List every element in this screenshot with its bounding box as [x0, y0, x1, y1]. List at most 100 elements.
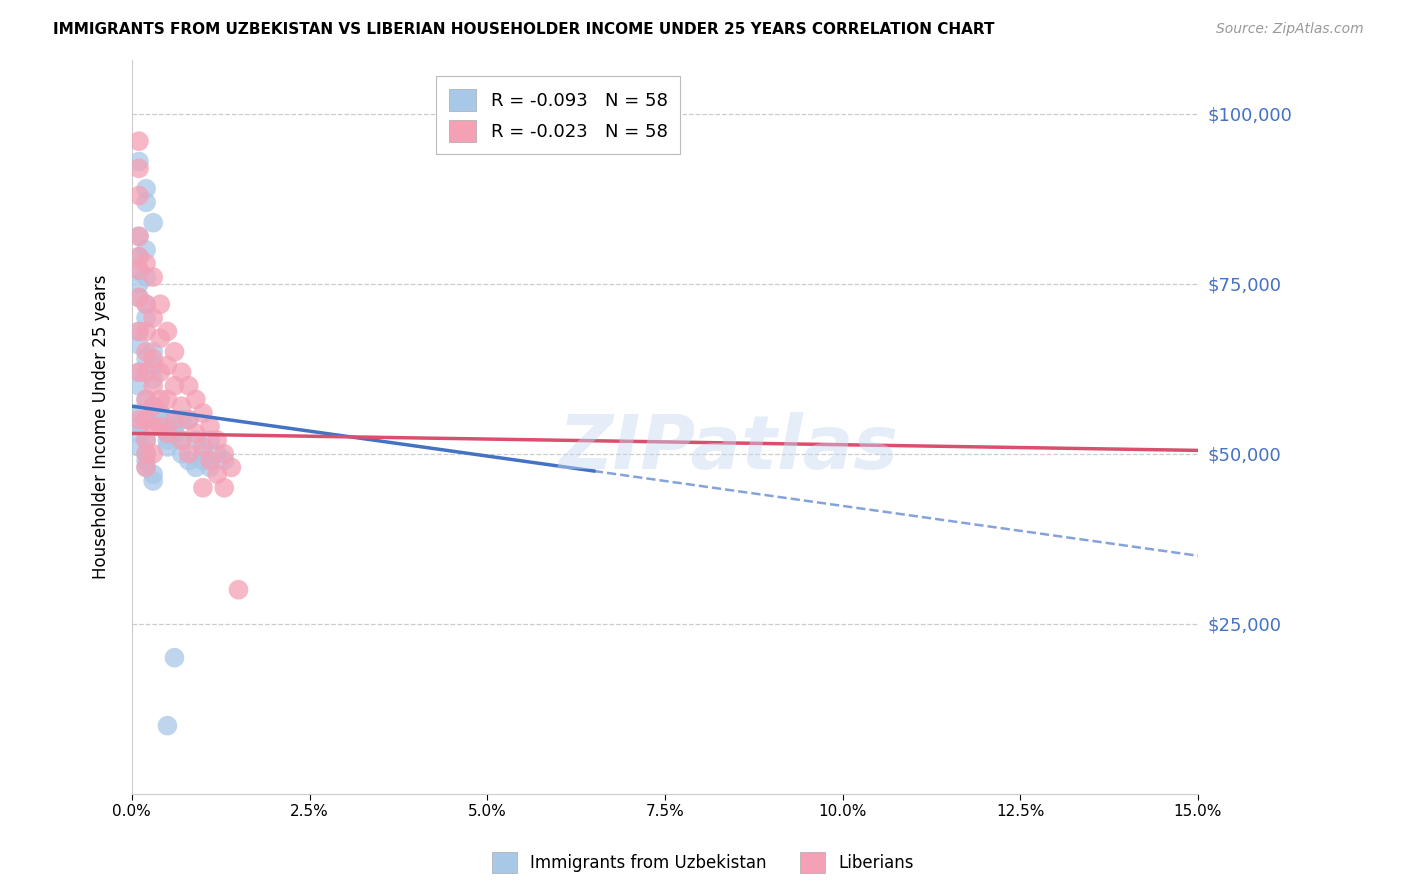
Point: [184, 426, 207, 441]
Point: [177, 447, 200, 461]
Point: [135, 344, 157, 359]
Point: [142, 419, 165, 434]
Point: [212, 453, 235, 467]
Point: [170, 413, 193, 427]
Point: [170, 433, 193, 447]
Point: [128, 325, 150, 339]
Point: [198, 419, 221, 434]
Point: [128, 419, 150, 434]
Point: [191, 453, 214, 467]
Point: [228, 582, 250, 597]
Point: [135, 310, 157, 325]
Point: [142, 399, 165, 413]
Point: [156, 359, 179, 373]
Point: [163, 650, 186, 665]
Point: [198, 433, 221, 447]
Point: [191, 440, 214, 454]
Point: [135, 460, 157, 475]
Point: [142, 359, 165, 373]
Point: [177, 453, 200, 467]
Point: [177, 413, 200, 427]
Point: [128, 290, 150, 304]
Point: [128, 134, 150, 148]
Y-axis label: Householder Income Under 25 years: Householder Income Under 25 years: [93, 275, 110, 579]
Point: [135, 392, 157, 407]
Point: [135, 256, 157, 270]
Point: [128, 263, 150, 277]
Point: [128, 250, 150, 264]
Point: [142, 344, 165, 359]
Point: [163, 344, 186, 359]
Point: [142, 399, 165, 413]
Point: [142, 216, 165, 230]
Point: [135, 413, 157, 427]
Point: [128, 365, 150, 379]
Point: [128, 188, 150, 202]
Point: [149, 365, 172, 379]
Text: Source: ZipAtlas.com: Source: ZipAtlas.com: [1216, 22, 1364, 37]
Text: IMMIGRANTS FROM UZBEKISTAN VS LIBERIAN HOUSEHOLDER INCOME UNDER 25 YEARS CORRELA: IMMIGRANTS FROM UZBEKISTAN VS LIBERIAN H…: [53, 22, 995, 37]
Point: [149, 419, 172, 434]
Point: [191, 447, 214, 461]
Point: [221, 460, 243, 475]
Point: [142, 379, 165, 393]
Point: [128, 277, 150, 291]
Point: [135, 195, 157, 210]
Point: [184, 460, 207, 475]
Point: [156, 718, 179, 732]
Point: [135, 447, 157, 461]
Point: [149, 297, 172, 311]
Point: [212, 447, 235, 461]
Point: [142, 447, 165, 461]
Point: [156, 433, 179, 447]
Point: [135, 243, 157, 257]
Point: [128, 440, 150, 454]
Point: [142, 467, 165, 482]
Point: [135, 413, 157, 427]
Text: ZIPatlas: ZIPatlas: [560, 412, 898, 485]
Point: [156, 392, 179, 407]
Legend: Immigrants from Uzbekistan, Liberians: Immigrants from Uzbekistan, Liberians: [485, 846, 921, 880]
Point: [128, 263, 150, 277]
Point: [128, 406, 150, 420]
Point: [135, 325, 157, 339]
Point: [163, 413, 186, 427]
Point: [156, 325, 179, 339]
Point: [149, 406, 172, 420]
Point: [135, 365, 157, 379]
Point: [128, 365, 150, 379]
Point: [198, 460, 221, 475]
Point: [135, 297, 157, 311]
Point: [156, 426, 179, 441]
Point: [128, 229, 150, 244]
Point: [135, 433, 157, 447]
Point: [135, 351, 157, 366]
Point: [163, 413, 186, 427]
Point: [128, 229, 150, 244]
Point: [142, 270, 165, 285]
Point: [142, 474, 165, 488]
Point: [128, 426, 150, 441]
Point: [149, 419, 172, 434]
Point: [156, 440, 179, 454]
Legend: R = -0.093   N = 58, R = -0.023   N = 58: R = -0.093 N = 58, R = -0.023 N = 58: [436, 76, 681, 154]
Point: [135, 270, 157, 285]
Point: [142, 351, 165, 366]
Point: [156, 426, 179, 441]
Point: [128, 379, 150, 393]
Point: [163, 426, 186, 441]
Point: [135, 297, 157, 311]
Point: [128, 325, 150, 339]
Point: [177, 413, 200, 427]
Point: [170, 399, 193, 413]
Point: [184, 433, 207, 447]
Point: [163, 419, 186, 434]
Point: [142, 372, 165, 386]
Point: [170, 447, 193, 461]
Point: [128, 154, 150, 169]
Point: [191, 406, 214, 420]
Point: [212, 481, 235, 495]
Point: [184, 392, 207, 407]
Point: [135, 460, 157, 475]
Point: [128, 161, 150, 176]
